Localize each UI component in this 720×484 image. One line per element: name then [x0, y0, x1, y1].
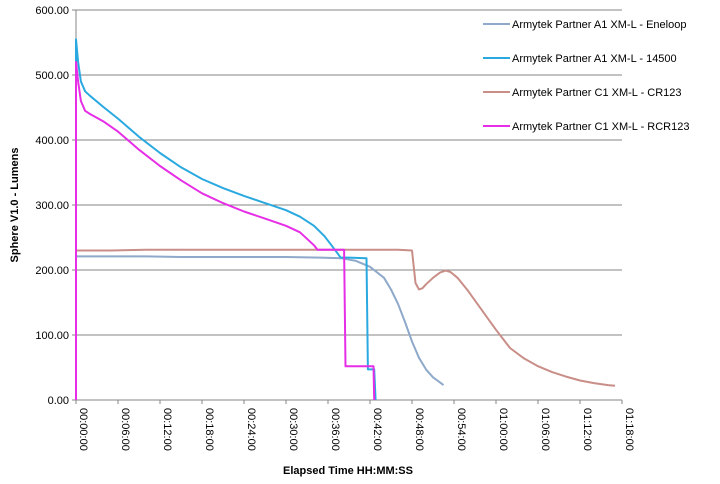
y-tick-label: 600.00: [35, 5, 69, 17]
x-tick-label: 01:00:00: [497, 408, 509, 451]
y-tick-label: 200.00: [35, 265, 69, 277]
x-tick-label: 00:48:00: [413, 408, 425, 451]
series-line-4: [75, 61, 376, 401]
gridlines: [72, 9, 623, 404]
x-tick-label: 00:30:00: [287, 408, 299, 451]
y-tick-labels: 0.00 100.00 200.00 300.00 400.00 500.00 600.00: [35, 5, 69, 407]
x-tick-label: 01:06:00: [539, 408, 551, 451]
x-tick-label: 00:12:00: [161, 408, 173, 451]
x-tick-label: 00:42:00: [371, 408, 383, 451]
series-line-1: [76, 255, 445, 386]
y-tick-label: 100.00: [35, 330, 69, 342]
y-tick-label: 400.00: [35, 135, 69, 147]
x-axis-title: Elapsed Time HH:MM:SS: [283, 465, 413, 477]
y-tick-label: 300.00: [35, 200, 69, 212]
x-tick-labels: 00:00:00 00:06:00 00:12:00 00:18:00 00:24:00…: [77, 408, 635, 451]
series-line-3: [76, 248, 616, 387]
series-lines: [75, 38, 616, 401]
x-tick-label: 00:00:00: [77, 408, 89, 451]
legend-entry-2: Armytek Partner A1 XM-L - 14500: [512, 53, 677, 65]
x-tick-label: 00:24:00: [245, 408, 257, 451]
x-tick-label: 00:18:00: [203, 408, 215, 451]
legend: Armytek Partner A1 XM-L - Eneloop Armytek…: [483, 19, 689, 133]
legend-entry-1: Armytek Partner A1 XM-L - Eneloop: [512, 19, 686, 31]
x-tick-label: 00:06:00: [119, 408, 131, 451]
x-tick-label: 00:36:00: [329, 408, 341, 451]
y-tick-label: 0.00: [48, 395, 69, 407]
legend-entry-4: Armytek Partner C1 XM-L - RCR123: [512, 121, 689, 133]
y-tick-label: 500.00: [35, 70, 69, 82]
series-line-2: [75, 38, 377, 401]
x-tick-label: 01:18:00: [623, 408, 635, 451]
x-tick-label: 00:54:00: [455, 408, 467, 451]
x-tick-label: 01:12:00: [581, 408, 593, 451]
y-axis-title: Sphere V1.0 - Lumens: [9, 148, 21, 263]
legend-entry-3: Armytek Partner C1 XM-L - CR123: [512, 87, 682, 99]
